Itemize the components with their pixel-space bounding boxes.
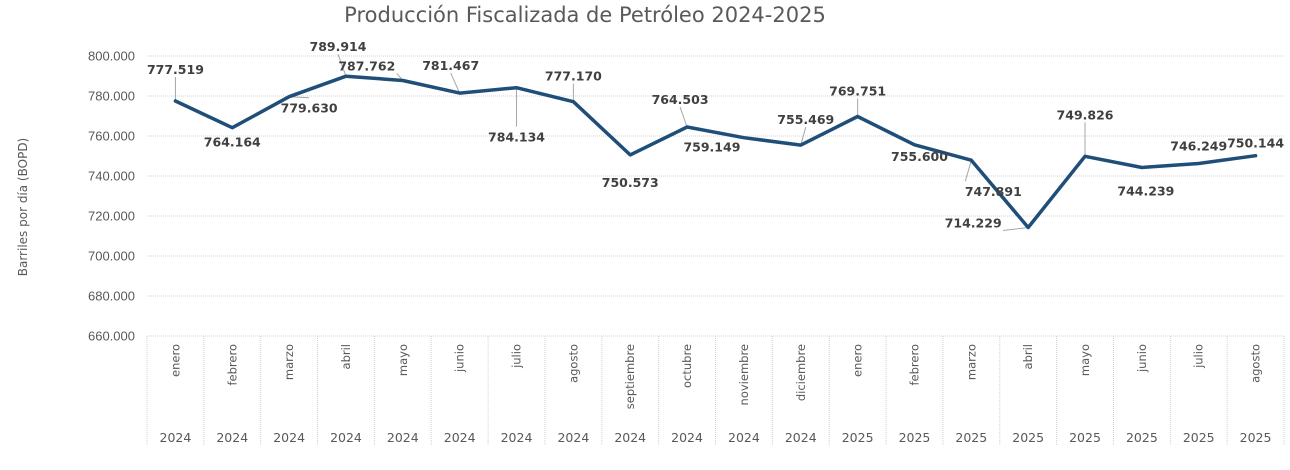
series-group	[173, 74, 1258, 230]
category-axis: enero 2024 febrero 2024 marzo 2024 abril 2024 ma…	[146, 335, 1285, 446]
month-tick-label: marzo	[282, 344, 296, 380]
leader-line	[679, 106, 688, 128]
data-label: 787.762	[338, 58, 395, 73]
month-tick-label: agosto	[566, 344, 580, 383]
month-tick-label: enero	[168, 344, 182, 377]
month-tick-label: diciembre	[794, 344, 808, 401]
year-tick-label: 2025	[1240, 430, 1272, 445]
data-label: 714.229	[945, 216, 1002, 231]
month-tick-label: junio	[453, 344, 467, 373]
y-axis-label: Barriles por día (BOPD)	[16, 138, 30, 277]
year-tick-label: 2024	[444, 430, 476, 445]
year-tick-label: 2024	[160, 430, 192, 445]
month-tick-label: agosto	[1249, 344, 1263, 383]
leader-line	[337, 54, 347, 77]
y-tick-label: 780.000	[88, 89, 135, 104]
data-label: 755.600	[891, 149, 948, 164]
month-tick-label: julio	[510, 344, 524, 369]
year-tick-label: 2025	[1012, 430, 1044, 445]
data-label: 746.249	[1170, 139, 1227, 154]
month-tick-label: noviembre	[737, 344, 751, 405]
year-tick-label: 2025	[899, 430, 931, 445]
year-tick-label: 2024	[728, 430, 760, 445]
month-tick-label: marzo	[964, 344, 978, 380]
year-tick-label: 2024	[273, 430, 305, 445]
leader-lines	[174, 54, 1086, 232]
year-tick-label: 2025	[1126, 430, 1158, 445]
year-tick-label: 2024	[785, 430, 817, 445]
month-tick-label: mayo	[396, 344, 410, 376]
year-tick-label: 2024	[501, 430, 533, 445]
year-tick-label: 2024	[671, 430, 703, 445]
year-tick-label: 2024	[614, 430, 646, 445]
year-tick-label: 2024	[557, 430, 589, 445]
y-tick-label: 800.000	[88, 49, 135, 64]
month-tick-label: abril	[1021, 344, 1035, 369]
data-label: 777.170	[545, 69, 602, 84]
month-tick-label: mayo	[1078, 344, 1092, 376]
year-tick-label: 2025	[842, 430, 874, 445]
leader-line	[450, 72, 461, 94]
year-tick-label: 2025	[1069, 430, 1101, 445]
data-label: 749.826	[1057, 107, 1114, 122]
data-label: 779.630	[281, 101, 338, 116]
data-label: 764.164	[204, 135, 261, 150]
year-tick-label: 2024	[387, 430, 419, 445]
year-tick-label: 2024	[216, 430, 248, 445]
year-tick-label: 2025	[955, 430, 987, 445]
chart-title: Producción Fiscalizada de Petróleo 2024-…	[344, 3, 826, 27]
y-tick-label: 760.000	[88, 129, 135, 144]
data-label: 784.134	[488, 130, 545, 145]
leader-line	[800, 126, 807, 146]
data-label: 744.239	[1117, 184, 1174, 199]
data-label: 759.149	[683, 140, 740, 155]
data-label: 764.503	[652, 92, 709, 107]
data-label: 750.144	[1227, 136, 1284, 151]
y-tick-label: 740.000	[88, 169, 135, 184]
data-label: 781.467	[422, 58, 479, 73]
month-tick-label: julio	[1192, 344, 1206, 369]
y-tick-label: 700.000	[88, 249, 135, 264]
series-line	[173, 74, 1258, 230]
month-tick-label: junio	[1135, 344, 1149, 373]
y-axis-ticks: 660.000 680.000 700.000 720.000 740.000 760.0…	[88, 49, 135, 344]
month-tick-label: abril	[339, 344, 353, 369]
month-tick-label: enero	[851, 344, 865, 377]
y-tick-label: 720.000	[88, 209, 135, 224]
data-label: 750.573	[602, 175, 659, 190]
data-label: 777.519	[147, 62, 204, 77]
month-tick-label: febrero	[225, 344, 239, 386]
year-tick-label: 2024	[330, 430, 362, 445]
data-label: 755.469	[777, 112, 834, 127]
month-tick-label: febrero	[907, 344, 921, 386]
y-tick-label: 680.000	[88, 289, 135, 304]
month-tick-label: septiembre	[623, 344, 637, 409]
month-tick-label: octubre	[680, 344, 694, 388]
leader-line	[964, 160, 972, 182]
year-tick-label: 2025	[1183, 430, 1215, 445]
data-label: 789.914	[310, 39, 367, 54]
data-labels: 777.519 764.164 779.630 789.914 787.762 781.4…	[147, 39, 1284, 230]
leader-line	[1003, 227, 1029, 232]
data-label: 769.751	[829, 83, 886, 98]
gridlines	[147, 55, 1284, 297]
data-label: 747.891	[965, 184, 1022, 199]
y-tick-label: 660.000	[88, 329, 135, 344]
